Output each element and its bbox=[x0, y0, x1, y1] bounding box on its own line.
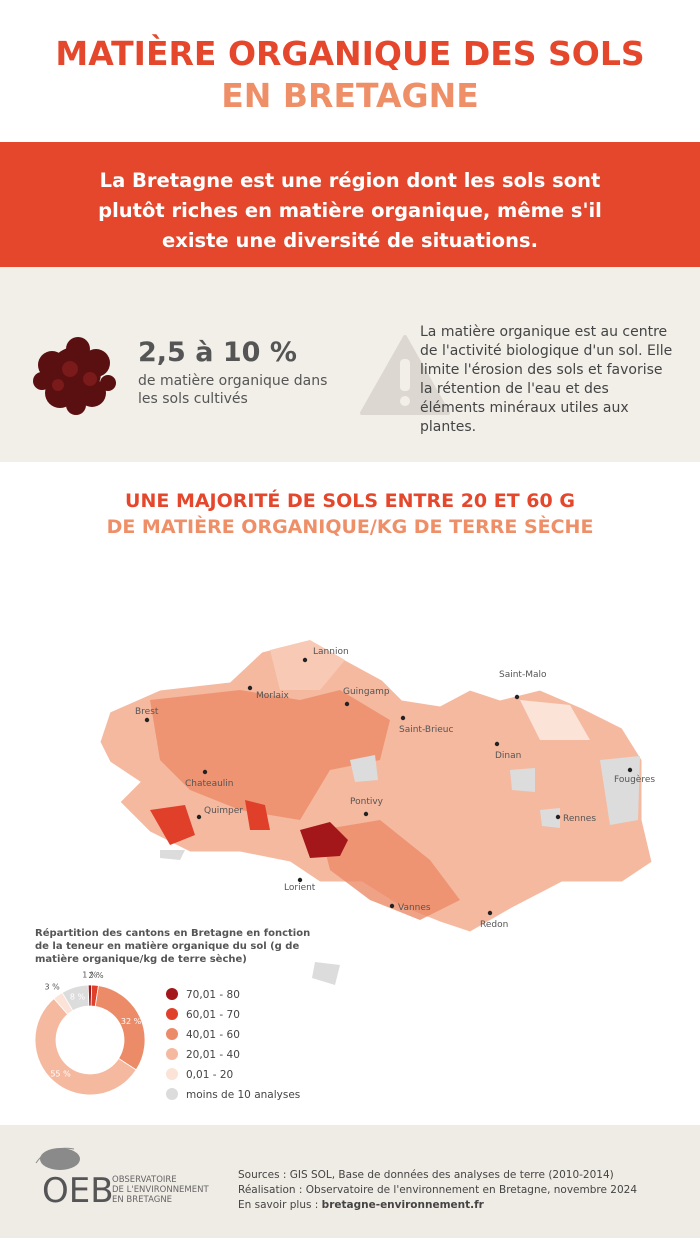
city-label: Saint-Brieuc bbox=[399, 725, 454, 735]
subtitle: EN BRETAGNE bbox=[221, 76, 479, 115]
city-dot bbox=[297, 877, 303, 883]
donut-slice bbox=[87, 984, 93, 1007]
value-label: 55 % bbox=[50, 1069, 71, 1078]
city-label: Fougères bbox=[614, 774, 655, 785]
credits: Sources : GIS SOL, Base de données des a… bbox=[238, 1168, 637, 1213]
city-label: Brest bbox=[135, 707, 159, 717]
legend-swatch bbox=[166, 1088, 178, 1100]
city-label: Morlaix bbox=[256, 691, 289, 701]
city-label: Quimper bbox=[204, 806, 243, 816]
donut-slice bbox=[34, 997, 137, 1096]
city-dot bbox=[555, 814, 561, 820]
banner: La Bretagne est une région dont les sols… bbox=[0, 142, 700, 267]
sources: Sources : GIS SOL, Base de données des a… bbox=[238, 1169, 614, 1181]
warning-icon bbox=[360, 335, 450, 415]
logo-org: OBSERVATOIRE DE L'ENVIRONNEMENT EN BRETA… bbox=[112, 1175, 209, 1205]
title: MATIÈRE ORGANIQUE DES SOLS bbox=[55, 34, 645, 73]
city-label: Guingamp bbox=[343, 687, 390, 697]
city-label: Lorient bbox=[284, 883, 316, 893]
footer: OEB OBSERVATOIRE DE L'ENVIRONNEMENT EN B… bbox=[0, 1125, 700, 1238]
legend-label: 60,01 - 70 bbox=[186, 1009, 240, 1021]
city-dot bbox=[247, 685, 253, 691]
city-dot bbox=[196, 814, 202, 820]
city-label: Pontivy bbox=[350, 797, 384, 807]
city-label: Redon bbox=[480, 920, 508, 930]
legend-swatch bbox=[166, 1008, 178, 1020]
legend-label: moins de 10 analyses bbox=[186, 1089, 300, 1101]
soil-icon bbox=[33, 337, 116, 415]
stat-value: 2,5 à 10 % bbox=[138, 337, 297, 368]
city-dot bbox=[487, 910, 493, 916]
city-label: Dinan bbox=[495, 751, 521, 761]
city-dot bbox=[389, 903, 395, 909]
org-line: OBSERVATOIRE bbox=[112, 1175, 177, 1185]
donut-slice bbox=[94, 985, 146, 1071]
value-label: 32 % bbox=[121, 1017, 142, 1026]
map-and-chart: Lannion Morlaix Guingamp Saint-Malo Brest Sai… bbox=[34, 639, 655, 1101]
legend-label: 40,01 - 60 bbox=[186, 1029, 240, 1041]
stat-caption: de matière organique dans les sols culti… bbox=[138, 373, 328, 407]
org-line: EN BRETAGNE bbox=[112, 1195, 173, 1205]
banner-text: La Bretagne est une région dont les sols… bbox=[98, 169, 602, 252]
city-label: Rennes bbox=[563, 814, 596, 824]
legend-swatch bbox=[166, 1028, 178, 1040]
city-label: Lannion bbox=[313, 647, 349, 657]
legend-swatch bbox=[166, 1048, 178, 1060]
legend-label: 20,01 - 40 bbox=[186, 1049, 240, 1061]
logo: OEB bbox=[42, 1171, 114, 1211]
legend-label: 70,01 - 80 bbox=[186, 989, 240, 1001]
city-dot bbox=[363, 811, 369, 817]
city-dot bbox=[494, 741, 500, 747]
city-dot bbox=[202, 769, 208, 775]
city-dot bbox=[302, 657, 308, 663]
map: Lannion Morlaix Guingamp Saint-Malo Brest Sai… bbox=[99, 639, 655, 985]
logo-icon bbox=[35, 1147, 80, 1170]
city-label: Chateaulin bbox=[185, 779, 234, 789]
org-line: DE L'ENVIRONNEMENT bbox=[112, 1185, 209, 1195]
more: En savoir plus : bretagne-environnement.… bbox=[238, 1198, 637, 1213]
city-dot bbox=[400, 715, 406, 721]
section-title: UNE MAJORITÉ DE SOLS ENTRE 20 ET 60 G bbox=[125, 490, 575, 512]
city-dot bbox=[144, 717, 150, 723]
value-label: 8 % bbox=[70, 992, 86, 1001]
city-label: Saint-Malo bbox=[499, 670, 547, 680]
more-link[interactable]: bretagne-environnement.fr bbox=[321, 1199, 484, 1211]
more-prefix: En savoir plus : bbox=[238, 1199, 322, 1211]
legend-swatch bbox=[166, 988, 178, 1000]
legend-swatch bbox=[166, 1068, 178, 1080]
city-dot bbox=[514, 694, 520, 700]
value-label: 1 % bbox=[82, 971, 98, 980]
section-subtitle: DE MATIÈRE ORGANIQUE/KG DE TERRE SÈCHE bbox=[106, 516, 594, 538]
city-dot bbox=[344, 701, 350, 707]
value-label: 3 % bbox=[44, 983, 60, 992]
city-label: Vannes bbox=[398, 903, 431, 913]
stat-section: 2,5 à 10 % de matière organique dans les… bbox=[0, 267, 700, 462]
value-label: 2 % bbox=[88, 971, 104, 980]
note-text: La matière organique est au centre de l'… bbox=[420, 324, 673, 435]
legend-label: 0,01 - 20 bbox=[186, 1069, 233, 1081]
chart-title: Répartition des cantons en Bretagne en f… bbox=[35, 927, 310, 965]
credit: Réalisation : Observatoire de l'environn… bbox=[238, 1184, 637, 1196]
city-dot bbox=[627, 767, 633, 773]
